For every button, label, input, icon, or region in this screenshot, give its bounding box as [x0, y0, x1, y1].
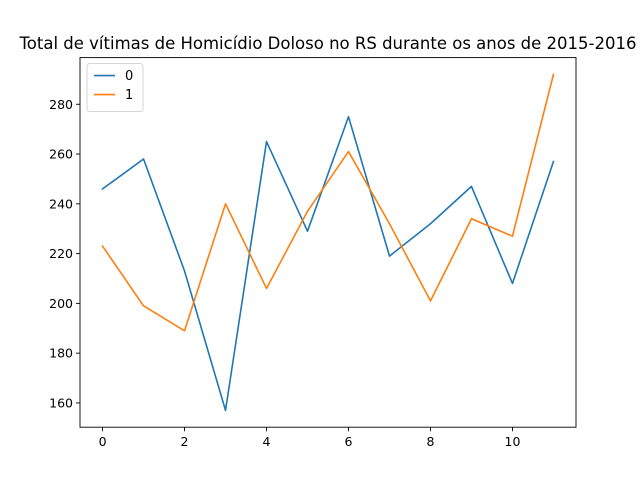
- y-tick-label: 220: [49, 246, 73, 261]
- legend-label: 0: [125, 69, 133, 84]
- legend: 01: [86, 63, 144, 113]
- series-line-1: [101, 73, 555, 332]
- y-tick-label: 180: [49, 346, 73, 361]
- y-tick-label: 260: [49, 147, 73, 162]
- x-tick-label: 2: [181, 434, 189, 449]
- legend-label: 1: [125, 88, 133, 103]
- x-tick-label: 6: [345, 434, 353, 449]
- legend-box: [86, 63, 144, 113]
- y-tick-label: 280: [49, 97, 73, 112]
- chart-title: Total de vítimas de Homicídio Doloso no …: [19, 34, 637, 53]
- x-tick-label: 0: [99, 434, 107, 449]
- x-tick-label: 8: [427, 434, 435, 449]
- plot-frame: [79, 57, 577, 428]
- x-tick-label: 4: [263, 434, 271, 449]
- y-tick-label: 160: [49, 395, 73, 410]
- x-tick-label: 10: [505, 434, 521, 449]
- series-line-0: [101, 115, 555, 412]
- y-tick-label: 240: [49, 196, 73, 211]
- y-tick-label: 200: [49, 296, 73, 311]
